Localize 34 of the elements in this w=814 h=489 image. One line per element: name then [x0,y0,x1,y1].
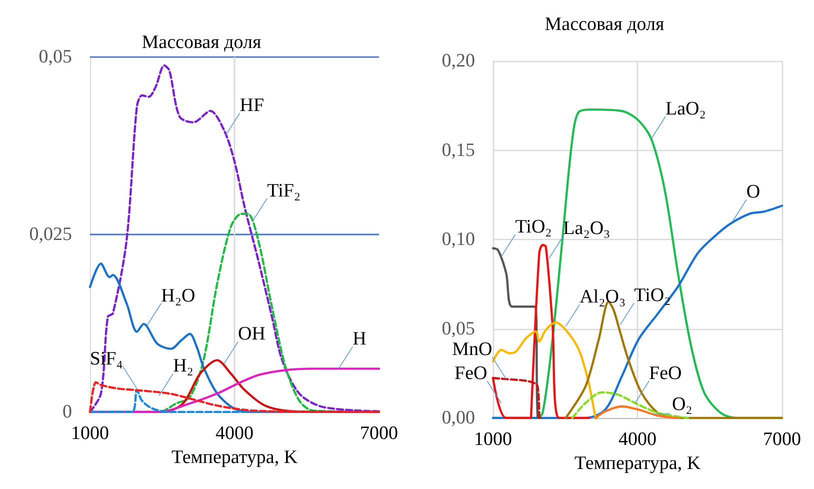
annotation: H₂ [173,356,194,377]
x-axis-title: Температура, K [574,453,701,474]
annotation: MnO [452,339,492,360]
y-tick-label: 0,05 [38,46,72,68]
annotation: TiF₂ [267,180,301,202]
annotation: FeO [649,363,682,384]
annotation: FeO [454,363,488,384]
annotation: TiO₂ [634,284,671,306]
annotation: TiO₂ [515,216,552,238]
annotation: HF [240,95,264,116]
x-tick-label: 1000 [474,429,512,450]
y-tick-label: 0,00 [442,408,475,428]
x-axis-title: Температура, K [171,447,298,468]
annotation: Al₂O₃ [580,286,626,308]
annotation: O₂ [672,394,692,416]
annotation: H [352,328,367,350]
x-tick-label: 7000 [763,429,801,450]
chart-title: Массовая доля [142,32,262,53]
annotation: OH [238,324,266,345]
y-tick-label: 0 [62,402,72,422]
y-tick-label: 0,025 [29,224,72,245]
annotation: SiF₄ [90,348,123,370]
y-tick-label: 0,05 [442,318,475,340]
x-tick-label: 1000 [71,423,109,444]
annotation: H₂O [161,285,196,306]
chart-title: Массовая доля [544,14,664,35]
y-tick-label: 0,20 [442,50,475,72]
x-tick-label: 4000 [216,423,254,444]
annotation: LaO₂ [666,98,706,120]
y-tick-label: 0,10 [442,229,475,250]
x-tick-label: 4000 [618,429,656,450]
annotation: O [746,182,760,203]
y-tick-label: 0,15 [442,140,475,161]
x-tick-label: 7000 [360,423,398,444]
